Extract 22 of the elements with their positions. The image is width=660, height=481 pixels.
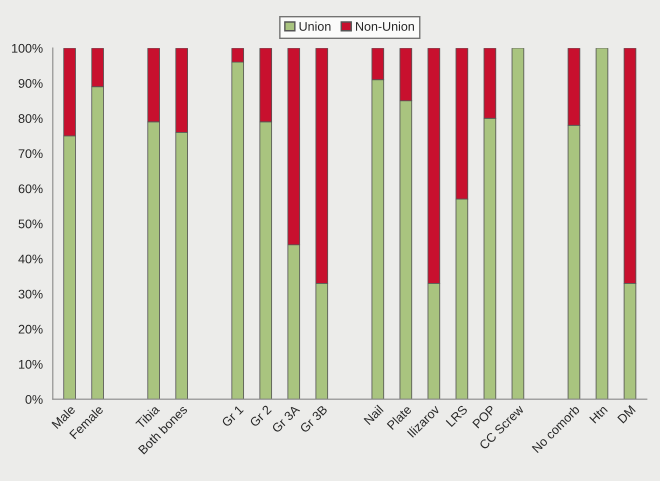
x-tick-label: Nail xyxy=(363,404,384,426)
y-tick-label: 60% xyxy=(18,184,43,194)
x-tick-label: Gr 1 xyxy=(221,404,244,428)
x-tick-label: Htn xyxy=(589,404,608,424)
y-tick-label: 100% xyxy=(12,44,43,53)
x-tick-label: DM xyxy=(617,405,636,424)
y-tick-label: 20% xyxy=(18,324,43,334)
legend-label: Union xyxy=(300,22,330,31)
y-tick-label: 10% xyxy=(19,360,43,369)
y-tick-label: 80% xyxy=(18,114,43,123)
y-tick-label: 40% xyxy=(18,254,43,264)
bar xyxy=(512,48,524,400)
legend-label: Non-Union xyxy=(356,22,414,31)
x-tick-label: Gr 3B xyxy=(299,404,328,434)
y-tick-label: 50% xyxy=(18,219,43,228)
y-tick-label: 70% xyxy=(18,149,43,158)
y-tick-label: 30% xyxy=(18,290,43,299)
y-tick-label: 90% xyxy=(18,79,43,88)
y-tick-label: 0% xyxy=(26,395,43,404)
x-tick-label: Gr 3A xyxy=(271,404,300,434)
x-tick-label: Gr 2 xyxy=(249,404,272,428)
bar xyxy=(596,48,608,400)
